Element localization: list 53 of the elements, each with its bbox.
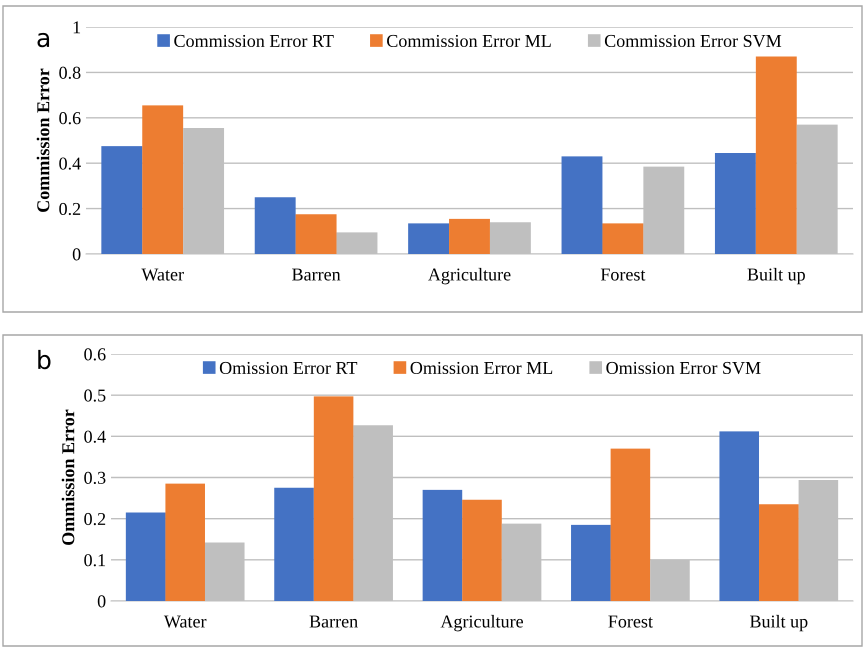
x-tick-label: Water <box>164 616 206 628</box>
x-tick-label: Water <box>141 268 184 281</box>
legend-label: Commission Error RT <box>174 34 334 48</box>
bar <box>602 223 644 254</box>
legend-label: Omission Error ML <box>410 362 552 374</box>
legend-label: Omission Error SVM <box>606 362 761 374</box>
bar <box>562 156 602 254</box>
bar <box>165 484 205 601</box>
y-tick-label: 0.2 <box>84 512 106 526</box>
y-tick-label: 0.4 <box>59 157 81 170</box>
bar <box>254 197 296 254</box>
y-tick-label: 0.2 <box>59 202 80 216</box>
x-tick-label: Barren <box>292 268 340 281</box>
bar <box>274 488 314 601</box>
bar <box>408 223 450 254</box>
y-tick-label: 0.5 <box>84 389 106 402</box>
x-tick-label: Agriculture <box>428 268 510 284</box>
y-tick-label: 0.6 <box>84 348 106 361</box>
bar <box>422 490 462 601</box>
y-tick-label: 0.8 <box>59 66 80 79</box>
bar <box>719 431 760 601</box>
y-tick-label: 0.6 <box>59 112 81 124</box>
bar <box>462 500 502 601</box>
bar <box>714 152 756 254</box>
x-tick-label: Agriculture <box>440 614 523 632</box>
legend-label: Commission Error SVM <box>604 34 782 48</box>
text: a <box>38 32 50 48</box>
x-tick-label: Forest <box>608 616 653 628</box>
x-tick-label: Barren <box>310 616 358 628</box>
x-tick-label: Built up <box>747 268 805 284</box>
bar <box>759 504 799 601</box>
y-tick-label: 0.1 <box>84 554 106 566</box>
bar <box>756 56 797 254</box>
y-axis-title: Commission Error <box>36 68 50 212</box>
bar <box>101 146 142 254</box>
y-axis-title: Ommission Error <box>62 410 74 545</box>
y-tick-label: 0.4 <box>84 430 106 443</box>
bar <box>296 214 337 254</box>
bar <box>314 396 354 601</box>
y-tick-label: 0.3 <box>84 472 106 484</box>
bar <box>610 448 650 601</box>
y-tick-label: 0 <box>72 248 80 260</box>
bar <box>142 105 184 254</box>
y-tick-label: 0 <box>98 595 106 608</box>
x-tick-label: Built up <box>750 614 808 632</box>
bar <box>126 512 166 601</box>
text: b <box>38 350 51 370</box>
legend-label: Commission Error ML <box>387 34 551 48</box>
bar <box>449 218 490 254</box>
legend-label: Omission Error RT <box>220 362 358 374</box>
x-tick-label: Forest <box>600 268 646 281</box>
y-tick-label: 1 <box>74 21 80 34</box>
bar <box>571 524 611 601</box>
